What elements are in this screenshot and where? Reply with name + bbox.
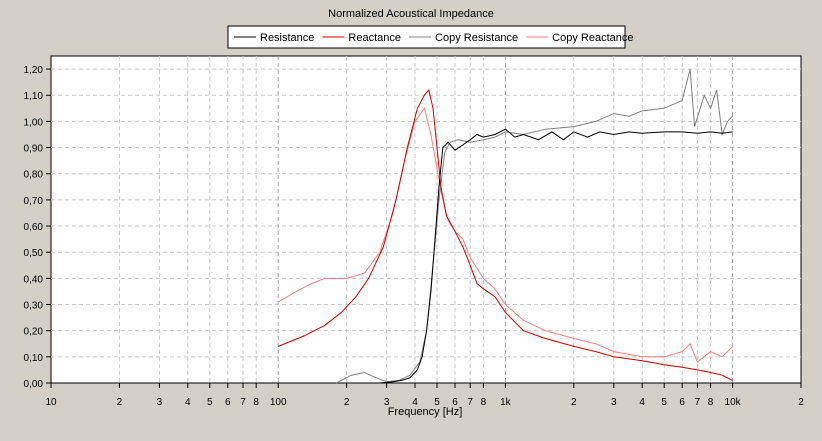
x-tick-label: 4 — [185, 397, 191, 408]
x-axis-ticks: 10 2 3 4 5 6 7 8 100 2 3 4 5 6 7 8 1k 2 3 4 5 6 7 8 10k 2 — [45, 383, 804, 408]
series-line-reactance — [278, 88, 733, 381]
series-lines — [277, 68, 733, 384]
y-tick-label: 0,30 — [24, 301, 44, 312]
x-tick-label: 5 — [434, 397, 440, 408]
legend-item-label: Reactance — [348, 32, 401, 44]
x-tick-label: 2 — [571, 397, 577, 408]
y-tick-label: 0,50 — [24, 248, 44, 259]
y-tick-label: 0,90 — [24, 144, 44, 155]
series-line-copy-resistance — [335, 68, 733, 384]
x-tick-label: 4 — [639, 397, 645, 408]
x-tick-label: 6 — [679, 397, 685, 408]
legend-item-label: Copy Resistance — [435, 32, 518, 44]
series-line-resistance — [379, 128, 733, 384]
x-tick-label: 5 — [661, 397, 667, 408]
legend: Resistance Reactance Copy Resistance Copy R… — [227, 25, 634, 49]
y-tick-label: 1,00 — [24, 117, 44, 128]
x-tick-label: 7 — [240, 397, 246, 408]
x-tick-label: 2 — [344, 397, 350, 408]
x-tick-label: 10 — [45, 397, 57, 408]
x-tick-label: 3 — [157, 397, 163, 408]
series-line-copy-reactance — [277, 107, 733, 363]
x-tick-label: 6 — [225, 397, 231, 408]
x-tick-label: 10k — [725, 397, 742, 408]
x-tick-label: 5 — [207, 397, 213, 408]
y-tick-label: 1,10 — [24, 91, 44, 102]
y-tick-label: 0,60 — [24, 222, 44, 233]
x-tick-label: 2 — [798, 397, 804, 408]
x-tick-label: 2 — [117, 397, 123, 408]
x-tick-label: 3 — [611, 397, 617, 408]
y-tick-label: 0,70 — [24, 196, 44, 207]
y-tick-label: 1,20 — [24, 65, 44, 76]
x-tick-label: 4 — [412, 397, 418, 408]
legend-item-label: Copy Reactance — [552, 32, 633, 44]
chart-title: Normalized Acoustical Impedance — [328, 8, 494, 20]
x-tick-label: 8 — [708, 397, 714, 408]
x-tick-label: 1k — [500, 397, 512, 408]
x-tick-label: 8 — [253, 397, 259, 408]
x-tick-label: 6 — [452, 397, 458, 408]
x-tick-label: 3 — [384, 397, 390, 408]
y-tick-label: 0,80 — [24, 170, 44, 181]
x-tick-label: 100 — [270, 397, 287, 408]
grid — [51, 56, 801, 383]
y-tick-label: 0,10 — [24, 353, 44, 364]
x-axis-label: Frequency [Hz] — [388, 406, 463, 418]
legend-item-label: Resistance — [260, 32, 314, 44]
y-tick-label: 0,20 — [24, 327, 44, 338]
y-axis-ticks: 0,00 0,10 0,20 0,30 0,40 0,50 0,60 0,70 0,80 0,90… — [24, 65, 51, 390]
x-tick-label: 8 — [481, 397, 487, 408]
x-tick-label: 7 — [467, 397, 473, 408]
x-tick-label: 7 — [695, 397, 701, 408]
y-tick-label: 0,00 — [24, 379, 44, 390]
y-tick-label: 0,40 — [24, 274, 44, 285]
plot-area — [50, 55, 802, 384]
